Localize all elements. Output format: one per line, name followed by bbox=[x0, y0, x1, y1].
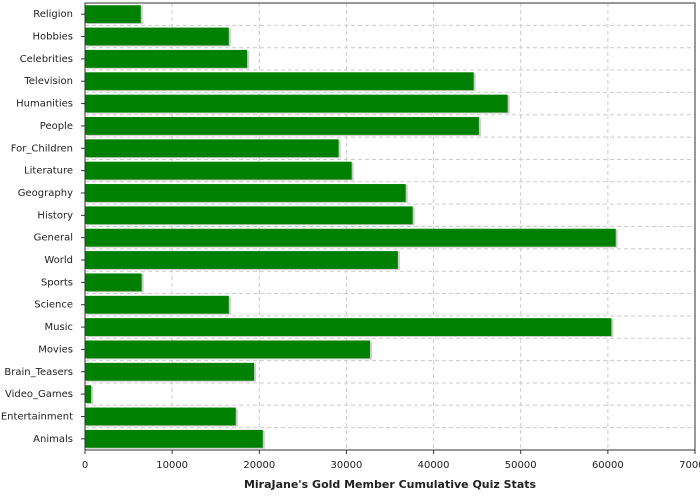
bar bbox=[85, 273, 142, 292]
bar bbox=[85, 318, 612, 337]
y-tick-label: Music bbox=[45, 322, 73, 333]
y-tick-label: For_Children bbox=[11, 143, 73, 154]
x-tick-label: 50000 bbox=[505, 460, 537, 471]
y-tick-label: World bbox=[44, 255, 73, 266]
y-tick-label: Movies bbox=[38, 344, 73, 355]
bar bbox=[85, 295, 229, 314]
bar bbox=[85, 161, 352, 180]
y-tick-label: Entertainment bbox=[1, 411, 73, 422]
bar bbox=[85, 385, 92, 404]
x-axis-title: MiraJane's Gold Member Cumulative Quiz S… bbox=[244, 478, 537, 491]
bar bbox=[85, 49, 248, 68]
bar bbox=[85, 139, 339, 158]
x-tick-label: 40000 bbox=[418, 460, 450, 471]
bar bbox=[85, 94, 508, 113]
y-tick-label: Hobbies bbox=[33, 32, 73, 43]
bar bbox=[85, 27, 229, 46]
bar bbox=[85, 362, 255, 381]
y-tick-label: General bbox=[34, 233, 73, 244]
x-tick-label: 70000 bbox=[679, 460, 700, 471]
x-tick-label: 20000 bbox=[243, 460, 275, 471]
y-tick-label: Video_Games bbox=[5, 389, 73, 400]
bar bbox=[85, 228, 616, 247]
y-tick-label: Science bbox=[34, 300, 73, 311]
plot-frame bbox=[84, 2, 696, 451]
bar bbox=[85, 72, 474, 91]
y-tick-label: Humanities bbox=[16, 99, 73, 110]
y-tick-label: Television bbox=[23, 76, 73, 87]
y-tick-label: Religion bbox=[33, 9, 73, 20]
bar bbox=[85, 5, 141, 24]
y-tick-label: Animals bbox=[33, 434, 73, 445]
y-tick-label: History bbox=[37, 210, 73, 221]
x-tick-label: 30000 bbox=[331, 460, 363, 471]
bar bbox=[85, 340, 370, 359]
y-tick-label: Literature bbox=[24, 166, 73, 177]
y-tick-label: Geography bbox=[18, 188, 73, 199]
y-tick-label: Brain_Teasers bbox=[4, 367, 73, 378]
x-tick-label: 0 bbox=[82, 460, 88, 471]
x-tick-label: 60000 bbox=[592, 460, 624, 471]
bar bbox=[85, 251, 398, 269]
bar bbox=[85, 407, 236, 426]
y-tick-label: Celebrities bbox=[20, 54, 73, 65]
bar bbox=[85, 184, 406, 202]
bar bbox=[85, 206, 413, 225]
y-tick-label: People bbox=[40, 121, 73, 132]
bar bbox=[85, 429, 263, 448]
bar bbox=[85, 116, 479, 135]
x-tick-label: 10000 bbox=[156, 460, 188, 471]
y-tick-label: Sports bbox=[41, 277, 73, 288]
